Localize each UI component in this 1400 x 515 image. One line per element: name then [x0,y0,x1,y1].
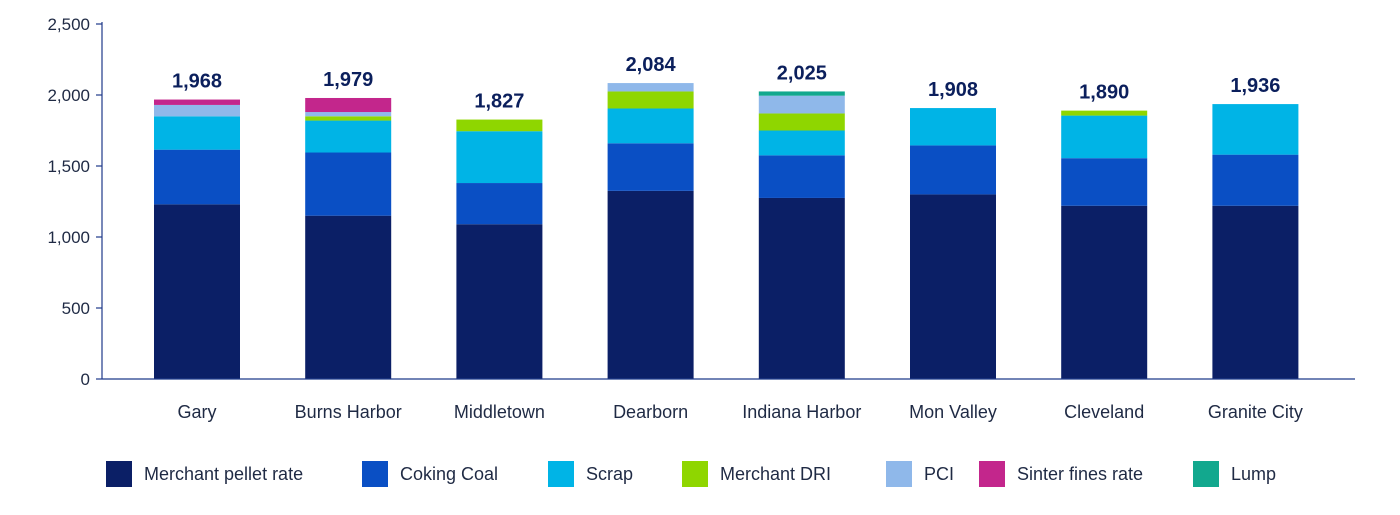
bar-segment-coking-coal [910,145,996,195]
bar-segment-scrap [456,131,543,184]
y-tick-label: 2,500 [47,15,90,34]
bar-segment-lump [758,91,845,96]
x-category-label: Gary [177,402,216,422]
bar-segment-merchant-pellet-rate [758,197,845,379]
legend-label: Scrap [586,464,633,484]
x-category-label: Indiana Harbor [742,402,861,422]
legend-label: Lump [1231,464,1276,484]
bar-total-label: 2,025 [777,62,827,84]
bar-total-label: 1,890 [1079,82,1129,104]
bar-segment-merchant-pellet-rate [305,215,392,379]
bar-total-label: 2,084 [626,54,677,76]
bar-segment-merchant-pellet-rate [607,190,694,379]
y-tick-label: 2,000 [47,86,90,105]
bar-segment-pci [305,112,392,117]
bar-segment-coking-coal [456,183,543,225]
legend-swatch [979,461,1005,487]
bar-segment-merchant-pellet-rate [910,194,996,379]
legend-swatch [886,461,912,487]
bar-total-label: 1,968 [172,71,222,93]
bar-total-label: 1,908 [928,79,978,101]
bar-segment-merchant-dri [607,91,694,109]
bar-segment-coking-coal [305,152,392,216]
x-category-label: Burns Harbor [295,402,402,422]
legend-swatch [548,461,574,487]
y-tick-label: 1,500 [47,157,90,176]
bar-segment-scrap [305,120,392,153]
bar-segment-coking-coal [1212,154,1299,206]
bar-segment-merchant-dri [1061,110,1148,116]
bar-segment-merchant-pellet-rate [1212,205,1299,379]
bar-segment-merchant-pellet-rate [154,204,240,379]
x-category-label: Granite City [1208,402,1303,422]
y-tick-label: 0 [81,370,90,389]
bar-total-label: 1,827 [474,91,524,113]
y-tick-label: 1,000 [47,228,90,247]
bar-segment-scrap [910,108,996,146]
bar-segment-sinter-fines-rate [305,97,392,113]
bar-segment-merchant-dri [305,116,392,121]
bar-segment-coking-coal [758,155,845,198]
bar-segment-scrap [1212,104,1299,155]
legend-swatch [106,461,132,487]
bar-segment-scrap [1061,115,1148,159]
bar-segment-scrap [154,116,240,150]
bar-segment-coking-coal [607,143,694,191]
x-category-label: Middletown [454,402,545,422]
x-category-label: Mon Valley [909,402,997,422]
bar-segment-scrap [758,130,845,156]
bar-segment-merchant-dri [456,119,543,132]
legend-swatch [682,461,708,487]
y-tick-label: 500 [62,299,90,318]
legend-swatch [1193,461,1219,487]
legend-label: PCI [924,464,954,484]
bar-segment-merchant-pellet-rate [1061,205,1148,379]
bar-segment-coking-coal [154,149,240,205]
bar-total-label: 1,979 [323,69,373,91]
legend-label: Merchant pellet rate [144,464,303,484]
bar-total-label: 1,936 [1230,75,1280,97]
bar-segment-pci [758,95,845,114]
legend-swatch [362,461,388,487]
bar-segment-pci [154,104,240,117]
x-category-label: Cleveland [1064,402,1144,422]
bar-segment-sinter-fines-rate [154,99,240,105]
bar-segment-scrap [607,108,694,144]
bar-segment-coking-coal [1061,158,1148,206]
x-category-label: Dearborn [613,402,688,422]
legend-label: Sinter fines rate [1017,464,1143,484]
legend-label: Coking Coal [400,464,498,484]
legend-label: Merchant DRI [720,464,831,484]
bar-segment-merchant-pellet-rate [456,224,543,379]
bar-segment-merchant-dri [758,113,845,131]
bar-segment-pci [607,83,694,92]
